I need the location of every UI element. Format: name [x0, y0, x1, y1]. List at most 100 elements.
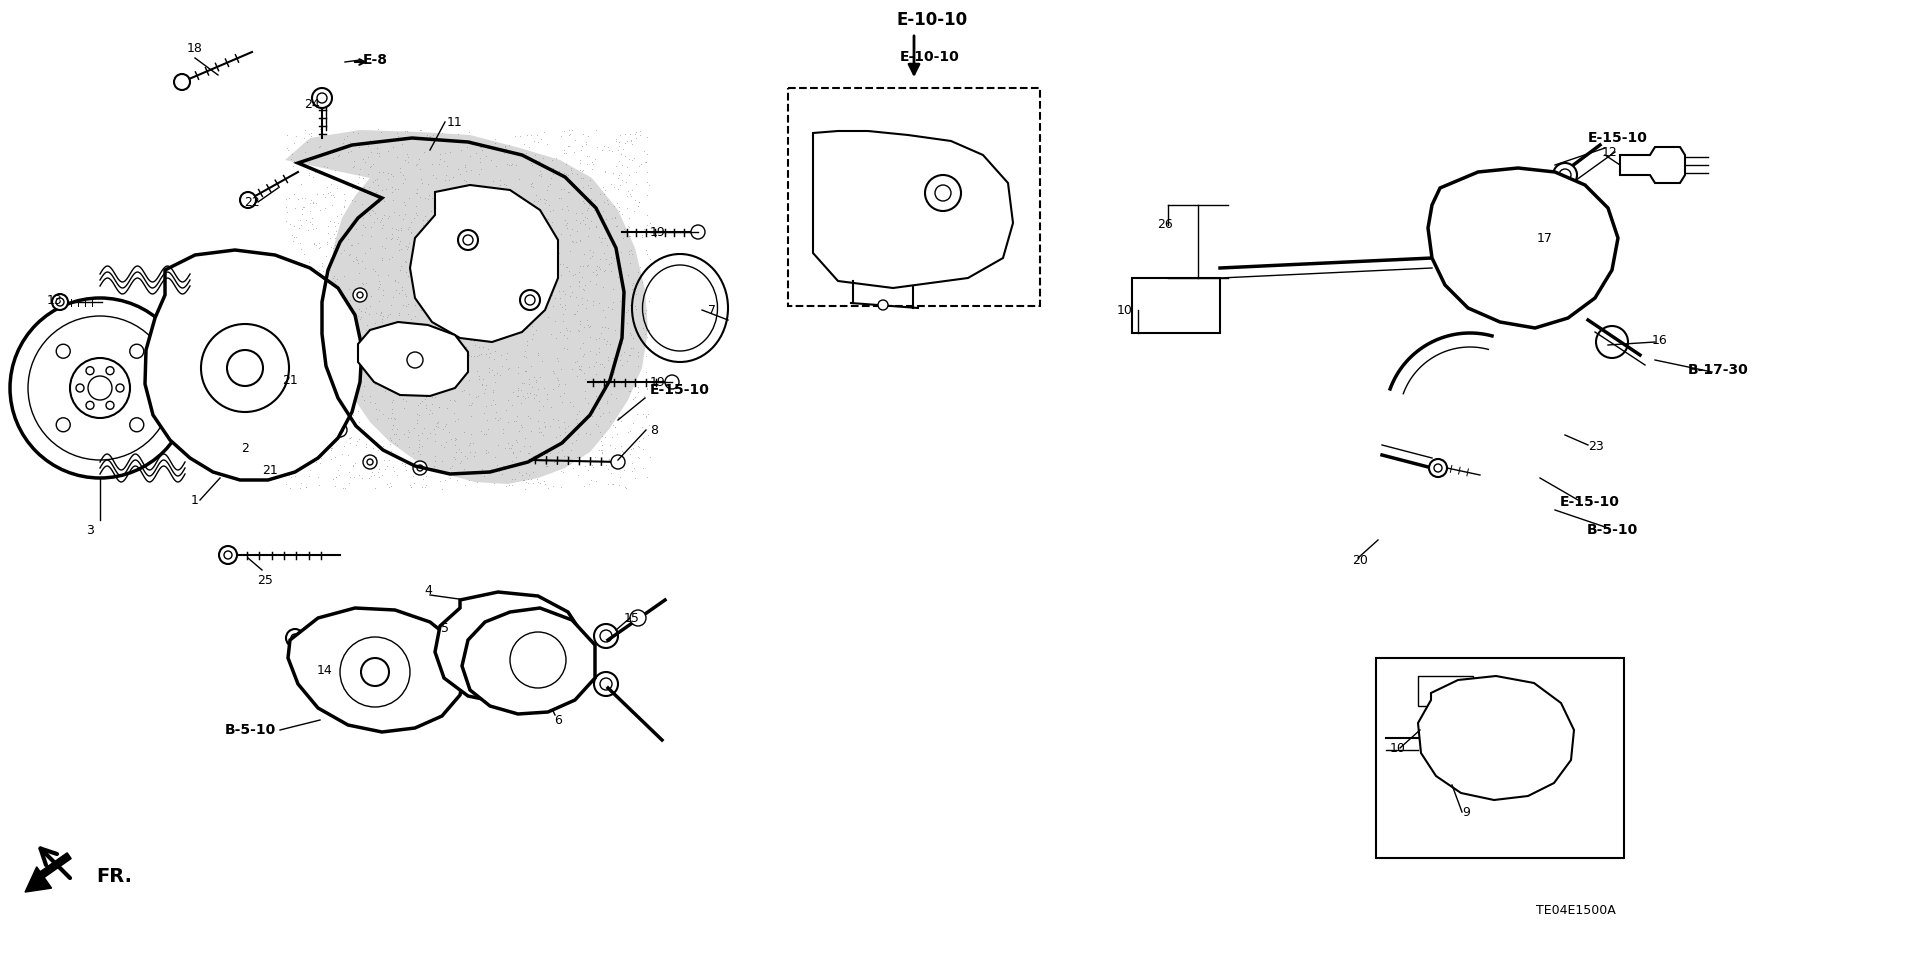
Polygon shape — [1620, 147, 1686, 183]
Circle shape — [599, 678, 612, 690]
Text: 19: 19 — [651, 225, 666, 239]
Text: B-17-30: B-17-30 — [1688, 363, 1749, 377]
Circle shape — [56, 344, 71, 359]
Circle shape — [227, 350, 263, 386]
Text: FR.: FR. — [96, 867, 132, 885]
Polygon shape — [357, 322, 468, 396]
Text: 14: 14 — [317, 664, 332, 676]
Text: E-8: E-8 — [363, 53, 388, 67]
Polygon shape — [411, 185, 559, 342]
Circle shape — [338, 427, 344, 433]
Text: 26: 26 — [1158, 219, 1173, 231]
Circle shape — [52, 294, 67, 310]
Text: 6: 6 — [555, 713, 563, 727]
Circle shape — [593, 672, 618, 696]
Circle shape — [311, 88, 332, 108]
Polygon shape — [1428, 168, 1619, 328]
Circle shape — [1434, 464, 1442, 472]
Bar — [1133, 278, 1219, 333]
Text: 22: 22 — [244, 196, 259, 208]
Circle shape — [593, 624, 618, 648]
Circle shape — [357, 292, 363, 298]
Text: 19: 19 — [651, 376, 666, 388]
Circle shape — [115, 384, 125, 392]
Circle shape — [317, 93, 326, 103]
Circle shape — [219, 546, 236, 564]
Circle shape — [524, 295, 536, 305]
Circle shape — [292, 634, 300, 642]
Circle shape — [1428, 459, 1448, 477]
Text: 25: 25 — [257, 573, 273, 587]
Polygon shape — [1419, 676, 1574, 800]
Circle shape — [86, 366, 94, 375]
Circle shape — [332, 423, 348, 437]
Circle shape — [131, 418, 144, 432]
Bar — [1419, 676, 1473, 706]
Circle shape — [77, 384, 84, 392]
Circle shape — [240, 192, 255, 208]
Circle shape — [388, 347, 394, 353]
Circle shape — [361, 658, 390, 686]
Text: E-10-10: E-10-10 — [897, 11, 968, 29]
Circle shape — [286, 629, 303, 647]
Polygon shape — [288, 608, 465, 732]
Text: 8: 8 — [651, 424, 659, 436]
Text: 7: 7 — [708, 303, 716, 316]
Polygon shape — [436, 592, 586, 703]
Circle shape — [131, 344, 144, 359]
Circle shape — [363, 455, 376, 469]
Bar — [1377, 658, 1624, 858]
Text: 24: 24 — [303, 99, 321, 111]
Circle shape — [463, 235, 472, 245]
Circle shape — [877, 300, 887, 310]
Text: 3: 3 — [86, 524, 94, 536]
Circle shape — [413, 461, 426, 475]
Polygon shape — [812, 131, 1014, 288]
Circle shape — [86, 401, 94, 409]
Text: 9: 9 — [1461, 806, 1471, 818]
Circle shape — [367, 459, 372, 465]
Circle shape — [459, 230, 478, 250]
Circle shape — [1553, 163, 1576, 187]
Text: E-15-10: E-15-10 — [651, 383, 710, 397]
Circle shape — [407, 352, 422, 368]
Circle shape — [599, 630, 612, 642]
Polygon shape — [463, 608, 595, 714]
Polygon shape — [146, 250, 363, 480]
Circle shape — [88, 376, 111, 400]
Text: TE04E1500A: TE04E1500A — [1536, 903, 1617, 917]
Circle shape — [520, 290, 540, 310]
Circle shape — [175, 74, 190, 90]
Text: 1: 1 — [192, 494, 200, 506]
Circle shape — [353, 288, 367, 302]
Text: B-5-10: B-5-10 — [1586, 523, 1638, 537]
Text: 10: 10 — [1117, 303, 1133, 316]
Text: 21: 21 — [263, 463, 278, 477]
Text: E-15-10: E-15-10 — [1561, 495, 1620, 509]
Text: 17: 17 — [1538, 231, 1553, 245]
Text: 12: 12 — [1601, 146, 1619, 158]
Text: 18: 18 — [186, 41, 204, 55]
Text: 21: 21 — [282, 373, 298, 386]
Circle shape — [106, 401, 113, 409]
Circle shape — [630, 610, 645, 626]
Text: 13: 13 — [48, 293, 63, 307]
Circle shape — [1498, 251, 1513, 265]
Circle shape — [691, 225, 705, 239]
Text: 2: 2 — [242, 441, 250, 455]
Polygon shape — [25, 853, 71, 892]
Circle shape — [69, 358, 131, 418]
Text: E-15-10: E-15-10 — [1588, 131, 1647, 145]
Circle shape — [225, 551, 232, 559]
Bar — [787, 88, 1041, 306]
Text: B-5-10: B-5-10 — [225, 723, 276, 737]
Text: 15: 15 — [624, 612, 639, 624]
Text: 23: 23 — [1588, 439, 1603, 453]
Polygon shape — [284, 130, 649, 484]
Text: E-10-10: E-10-10 — [900, 50, 960, 64]
Text: 10: 10 — [1390, 741, 1405, 755]
Circle shape — [56, 418, 71, 432]
Circle shape — [10, 298, 190, 478]
Text: 20: 20 — [1352, 553, 1367, 567]
Text: 4: 4 — [424, 583, 432, 596]
